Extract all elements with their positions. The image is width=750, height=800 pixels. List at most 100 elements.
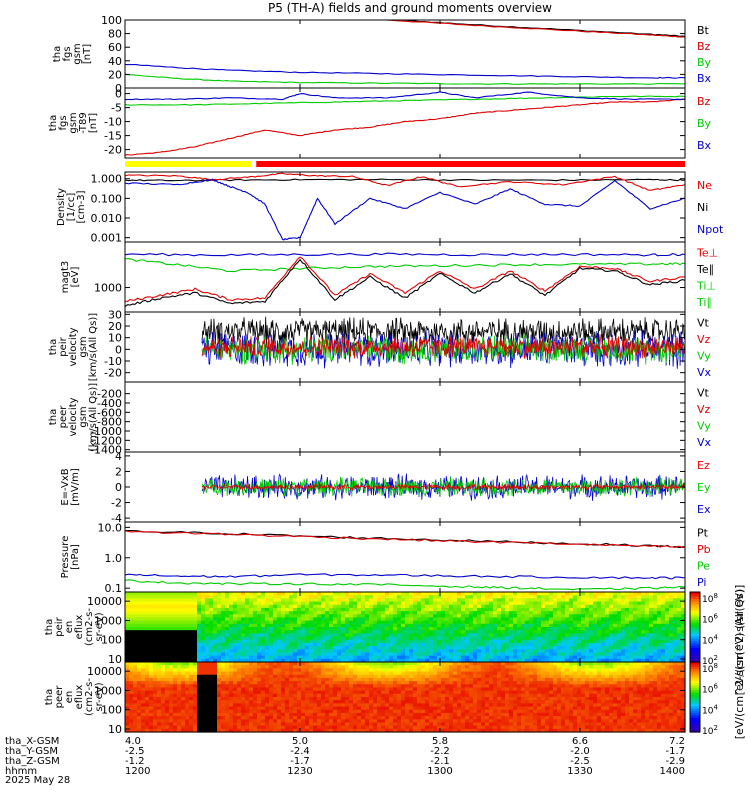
heatmap-cell <box>341 617 346 622</box>
heatmap-cell <box>189 633 194 638</box>
heatmap-cell <box>485 620 490 625</box>
heatmap-cell <box>577 646 582 650</box>
heatmap-cell <box>461 636 466 641</box>
y-tick-label: 100 <box>101 634 122 647</box>
heatmap-cell <box>657 655 662 660</box>
heatmap-cell <box>589 592 594 596</box>
heatmap-cell <box>521 658 526 663</box>
heatmap-cell <box>377 652 382 657</box>
legend-entry: Pt <box>697 526 709 539</box>
heatmap-cell <box>297 646 302 650</box>
heatmap-cell <box>513 617 518 622</box>
heatmap-cell <box>325 684 330 689</box>
heatmap-cell <box>401 601 406 606</box>
heatmap-cell <box>569 630 574 634</box>
heatmap-cell <box>201 617 206 622</box>
heatmap-cell <box>649 646 654 650</box>
heatmap-cell <box>273 633 278 638</box>
heatmap-cell <box>213 712 218 717</box>
heatmap-cell <box>529 623 534 628</box>
heatmap-cell <box>153 697 158 701</box>
heatmap-cell <box>193 630 198 634</box>
heatmap-cell <box>421 655 426 660</box>
heatmap-cell <box>377 668 382 673</box>
heatmap-cell <box>373 611 378 615</box>
heatmap-cell <box>125 642 130 647</box>
heatmap-cell <box>633 601 638 606</box>
heatmap-cell <box>177 614 182 619</box>
heatmap-cell <box>313 592 318 596</box>
heatmap-cell <box>445 642 450 647</box>
heatmap-cell <box>477 630 482 634</box>
heatmap-cell <box>289 658 294 663</box>
heatmap-cell <box>225 658 230 663</box>
heatmap-cell <box>385 646 390 650</box>
heatmap-cell <box>353 601 358 606</box>
heatmap-cell <box>389 709 394 714</box>
heatmap-cell <box>365 693 370 698</box>
heatmap-cell <box>661 642 666 647</box>
heatmap-cell <box>345 722 350 727</box>
heatmap-cell <box>417 642 422 647</box>
heatmap-cell <box>353 709 358 714</box>
heatmap-cell <box>301 617 306 622</box>
heatmap-cell <box>357 620 362 625</box>
heatmap-cell <box>601 633 606 638</box>
heatmap-cell <box>233 709 238 714</box>
heatmap-cell <box>373 649 378 654</box>
heatmap-cell <box>353 671 358 676</box>
heatmap-cell <box>257 639 262 644</box>
heatmap-cell <box>249 668 254 673</box>
heatmap-cell <box>281 697 286 701</box>
heatmap-cell <box>209 687 214 692</box>
heatmap-cell <box>301 598 306 603</box>
heatmap-cell <box>325 614 330 619</box>
heatmap-cell <box>257 617 262 622</box>
heatmap-cell <box>181 706 186 711</box>
heatmap-cell <box>413 649 418 654</box>
heatmap-cell <box>261 604 266 609</box>
heatmap-cell <box>337 655 342 660</box>
heatmap-cell <box>133 627 138 631</box>
heatmap-cell <box>173 697 178 701</box>
heatmap-cell <box>549 607 554 612</box>
heatmap-cell <box>257 725 262 730</box>
heatmap-cell <box>213 674 218 679</box>
heatmap-cell <box>317 655 322 660</box>
heatmap-cell <box>349 687 354 692</box>
heatmap-cell <box>321 697 326 701</box>
heatmap-cell <box>277 681 282 685</box>
heatmap-cell <box>461 620 466 625</box>
heatmap-cell <box>361 671 366 676</box>
heatmap-cell <box>429 630 434 634</box>
heatmap-cell <box>389 687 394 692</box>
heatmap-cell <box>217 633 222 638</box>
heatmap-cell <box>209 620 214 625</box>
heatmap-cell <box>405 639 410 644</box>
heatmap-cell <box>273 639 278 644</box>
heatmap-cell <box>397 604 402 609</box>
heatmap-cell <box>333 627 338 631</box>
heatmap-cell <box>401 611 406 615</box>
heatmap-cell <box>625 620 630 625</box>
heatmap-cell <box>673 620 678 625</box>
heatmap-cell <box>129 639 134 644</box>
heatmap-cell <box>381 598 386 603</box>
heatmap-cell <box>149 617 154 622</box>
heatmap-cell <box>353 725 358 730</box>
heatmap-cell <box>149 674 154 679</box>
heatmap-cell <box>217 690 222 695</box>
heatmap-cell <box>373 712 378 717</box>
heatmap-cell <box>561 623 566 628</box>
heatmap-cell <box>497 642 502 647</box>
heatmap-cell <box>613 642 618 647</box>
heatmap-cell <box>197 652 202 657</box>
heatmap-cell <box>333 706 338 711</box>
heatmap-cell <box>485 604 490 609</box>
heatmap-cell <box>597 611 602 615</box>
heatmap-cell <box>273 665 278 669</box>
heatmap-cell <box>669 611 674 615</box>
heatmap-cell <box>229 700 234 704</box>
y-tick-label: 1.000 <box>91 173 123 186</box>
heatmap-cell <box>361 642 366 647</box>
